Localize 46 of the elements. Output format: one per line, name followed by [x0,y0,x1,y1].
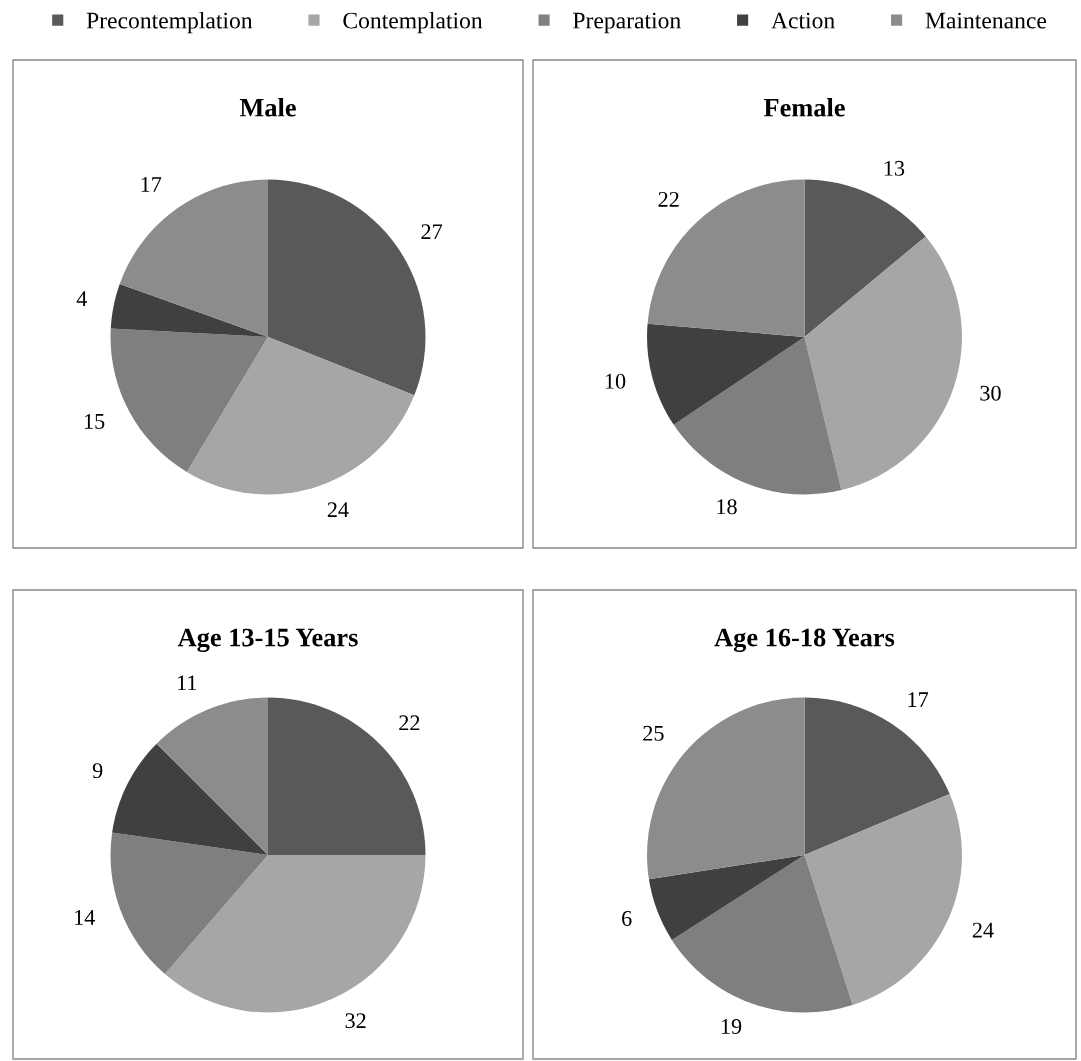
data-label: 30 [980,385,1001,401]
pie-slice [804,179,926,337]
pie-slice [647,323,805,425]
chart-title: Age 16-18 Years [714,628,895,652]
pie-slice [804,236,962,491]
pie-slice [186,337,415,495]
data-label: 6 [622,910,632,926]
pie-slice [804,794,962,1005]
data-label: 24 [327,502,349,517]
pie-slice [648,855,805,940]
chart-title: Female [763,98,845,117]
data-label: 17 [141,177,162,192]
data-label: 32 [345,1013,366,1029]
pie-slice [647,179,805,337]
data-label: 17 [908,692,929,707]
data-label: 22 [399,715,420,731]
data-label: 14 [75,910,96,925]
data-label: 18 [717,499,737,515]
data-label: 19 [721,1019,742,1034]
pie-slice [110,328,268,472]
text: Male [239,98,296,117]
legend-label: Maintenance [925,12,1047,29]
pie-slice [110,832,268,975]
legend-label: Preparation [573,12,681,34]
chart-title: Age 13-15 Years [177,628,358,652]
pie-slice [671,855,853,1013]
pie-slice [119,179,268,337]
pie-slice [164,855,426,1013]
data-label: 9 [92,763,103,779]
pie-slice [112,743,268,855]
legend-label: Action [771,12,835,29]
legend-label: Precontemplation [86,11,253,34]
pie-slice [268,697,426,855]
data-label: 25 [643,725,664,741]
data-label: 15 [84,413,105,429]
pie-slice [156,697,268,855]
legend-label: Contemplation [343,11,483,34]
data-label: 24 [972,922,994,938]
data-label: 11 [178,675,197,691]
pie-slice [110,284,268,337]
pie-slice [673,337,842,495]
data-label: 13 [884,160,905,176]
data-label: 4 [76,291,88,306]
data-label: 10 [605,373,626,389]
data-label: 22 [658,191,679,207]
data-label: 27 [421,224,443,239]
